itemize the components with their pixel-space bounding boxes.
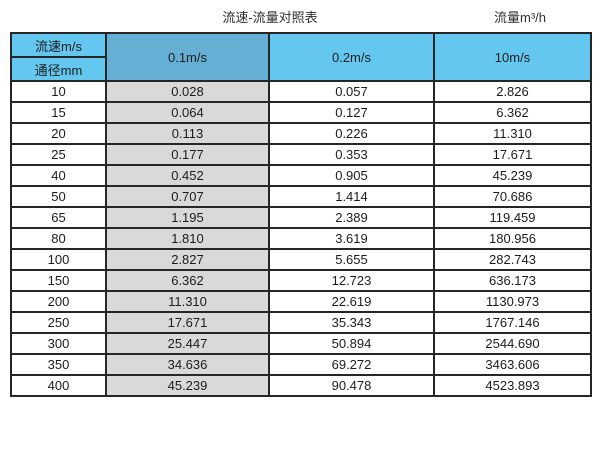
header-row-top: 流速m/s 0.1m/s 0.2m/s 10m/s <box>10 32 592 82</box>
value-cell: 45.239 <box>433 164 592 187</box>
header-velocity-label: 流速m/s <box>10 32 107 58</box>
diameter-cell: 50 <box>10 185 107 208</box>
value-cell: 2.827 <box>105 248 270 271</box>
value-cell: 6.362 <box>105 269 270 292</box>
value-cell: 90.478 <box>268 374 435 397</box>
diameter-cell: 300 <box>10 332 107 355</box>
table-row: 15 0.064 0.127 6.362 <box>10 101 592 124</box>
value-cell: 35.343 <box>268 311 435 334</box>
table-row: 65 1.195 2.389 119.459 <box>10 206 592 229</box>
column-header-0-1ms: 0.1m/s <box>105 32 270 82</box>
value-cell: 6.362 <box>433 101 592 124</box>
value-cell: 5.655 <box>268 248 435 271</box>
table-row: 10 0.028 0.057 2.826 <box>10 80 592 103</box>
value-cell: 70.686 <box>433 185 592 208</box>
value-cell: 17.671 <box>105 311 270 334</box>
diameter-cell: 25 <box>10 143 107 166</box>
value-cell: 2.826 <box>433 80 592 103</box>
value-cell: 0.028 <box>105 80 270 103</box>
diameter-cell: 40 <box>10 164 107 187</box>
flow-unit-label: 流量m³/h <box>493 10 546 25</box>
column-header-10ms: 10m/s <box>433 32 592 82</box>
column-header-0-2ms: 0.2m/s <box>268 32 435 82</box>
value-cell: 1130.973 <box>433 290 592 313</box>
value-cell: 4523.893 <box>433 374 592 397</box>
value-cell: 34.636 <box>105 353 270 376</box>
table-row: 20 0.113 0.226 11.310 <box>10 122 592 145</box>
header-diameter-label: 通径mm <box>10 56 107 82</box>
value-cell: 0.905 <box>268 164 435 187</box>
value-cell: 69.272 <box>268 353 435 376</box>
diameter-cell: 100 <box>10 248 107 271</box>
diameter-cell: 400 <box>10 374 107 397</box>
value-cell: 0.177 <box>105 143 270 166</box>
value-cell: 0.064 <box>105 101 270 124</box>
value-cell: 50.894 <box>268 332 435 355</box>
table-row: 40 0.452 0.905 45.239 <box>10 164 592 187</box>
value-cell: 25.447 <box>105 332 270 355</box>
table-header: 流速m/s 0.1m/s 0.2m/s 10m/s 通径mm <box>10 32 592 82</box>
value-cell: 1.810 <box>105 227 270 250</box>
value-cell: 22.619 <box>268 290 435 313</box>
diameter-cell: 350 <box>10 353 107 376</box>
value-cell: 3.619 <box>268 227 435 250</box>
value-cell: 1.414 <box>268 185 435 208</box>
titlebar: 流速-流量对照表 流量m³/h <box>0 0 600 32</box>
value-cell: 0.057 <box>268 80 435 103</box>
diameter-cell: 250 <box>10 311 107 334</box>
diameter-cell: 65 <box>10 206 107 229</box>
value-cell: 12.723 <box>268 269 435 292</box>
value-cell: 0.353 <box>268 143 435 166</box>
value-cell: 11.310 <box>105 290 270 313</box>
table-row: 80 1.810 3.619 180.956 <box>10 227 592 250</box>
diameter-cell: 10 <box>10 80 107 103</box>
value-cell: 0.707 <box>105 185 270 208</box>
table-row: 50 0.707 1.414 70.686 <box>10 185 592 208</box>
value-cell: 11.310 <box>433 122 592 145</box>
diameter-cell: 80 <box>10 227 107 250</box>
value-cell: 2544.690 <box>433 332 592 355</box>
header-row-bottom: 通径mm <box>10 56 591 82</box>
diameter-cell: 20 <box>10 122 107 145</box>
value-cell: 282.743 <box>433 248 592 271</box>
value-cell: 1767.146 <box>433 311 592 334</box>
value-cell: 0.127 <box>268 101 435 124</box>
table-body: 10 0.028 0.057 2.826 15 0.064 0.127 6.362 20 0.11… <box>10 80 592 397</box>
value-cell: 0.226 <box>268 122 435 145</box>
table-row: 200 11.310 22.619 1130.973 <box>10 290 592 313</box>
value-cell: 2.389 <box>268 206 435 229</box>
table-row: 300 25.447 50.894 2544.690 <box>10 332 592 355</box>
value-cell: 119.459 <box>433 206 592 229</box>
diameter-cell: 15 <box>10 101 107 124</box>
table-row: 25 0.177 0.353 17.671 <box>10 143 592 166</box>
value-cell: 1.195 <box>105 206 270 229</box>
diameter-cell: 200 <box>10 290 107 313</box>
value-cell: 0.452 <box>105 164 270 187</box>
table-title: 流速-流量对照表 <box>222 10 318 25</box>
table-row: 400 45.239 90.478 4523.893 <box>10 374 592 397</box>
flow-conversion-table: 流速m/s 0.1m/s 0.2m/s 10m/s 通径mm 10 0.028 0.… <box>10 32 592 397</box>
table-row: 100 2.827 5.655 282.743 <box>10 248 592 271</box>
table-row: 150 6.362 12.723 636.173 <box>10 269 592 292</box>
value-cell: 3463.606 <box>433 353 592 376</box>
value-cell: 45.239 <box>105 374 270 397</box>
value-cell: 180.956 <box>433 227 592 250</box>
table-row: 350 34.636 69.272 3463.606 <box>10 353 592 376</box>
diameter-cell: 150 <box>10 269 107 292</box>
value-cell: 17.671 <box>433 143 592 166</box>
value-cell: 636.173 <box>433 269 592 292</box>
table-row: 250 17.671 35.343 1767.146 <box>10 311 592 334</box>
value-cell: 0.113 <box>105 122 270 145</box>
